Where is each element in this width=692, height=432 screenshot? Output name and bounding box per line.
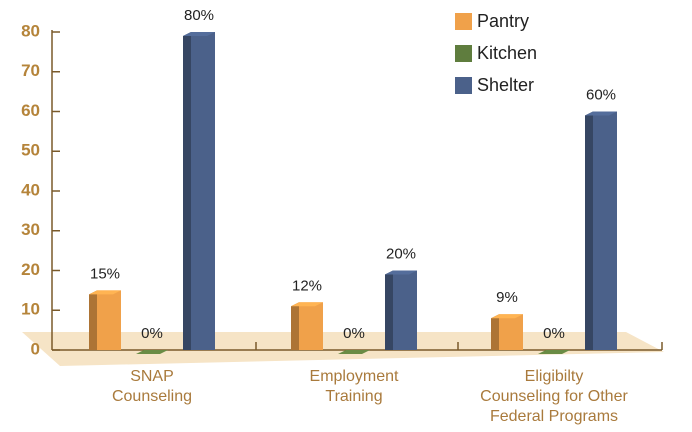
y-tick-label: 20 bbox=[21, 260, 40, 279]
legend-label: Kitchen bbox=[477, 43, 537, 63]
y-tick-label: 50 bbox=[21, 141, 40, 160]
value-label: 0% bbox=[343, 325, 365, 342]
bar-front bbox=[299, 302, 323, 350]
bar-side bbox=[89, 290, 97, 350]
y-tick-label: 10 bbox=[21, 300, 40, 319]
bar-top bbox=[291, 302, 323, 307]
legend-label: Pantry bbox=[477, 11, 529, 31]
bar-top bbox=[183, 32, 215, 36]
value-label: 20% bbox=[386, 245, 416, 262]
value-label: 15% bbox=[90, 265, 120, 282]
value-label: 12% bbox=[292, 277, 322, 294]
value-label: 0% bbox=[543, 325, 565, 342]
value-label: 80% bbox=[184, 7, 214, 24]
legend-swatch bbox=[455, 77, 472, 94]
y-tick-label: 30 bbox=[21, 220, 40, 239]
y-tick-label: 60 bbox=[21, 101, 40, 120]
bar-front bbox=[499, 314, 523, 350]
value-label: 0% bbox=[141, 325, 163, 342]
legend-label: Shelter bbox=[477, 75, 534, 95]
bar-side bbox=[491, 314, 499, 350]
bar-top bbox=[89, 290, 121, 295]
bar-front bbox=[191, 32, 215, 350]
y-tick-label: 70 bbox=[21, 61, 40, 80]
legend-swatch bbox=[455, 13, 472, 30]
bar-side bbox=[291, 302, 299, 350]
x-tick-label: Eligibilty Counseling for Other Federal Pr… bbox=[480, 368, 628, 425]
y-tick-label: 80 bbox=[21, 21, 40, 40]
bar-top bbox=[338, 350, 370, 354]
bar-side bbox=[385, 270, 393, 350]
bar-front bbox=[393, 270, 417, 350]
bar-top bbox=[585, 111, 617, 116]
bar-front bbox=[593, 111, 617, 350]
bar-top bbox=[136, 350, 168, 354]
bar-side bbox=[183, 32, 191, 350]
x-tick-label: Employment Training bbox=[310, 368, 399, 405]
bar-top bbox=[385, 270, 417, 275]
bar-top bbox=[538, 350, 570, 354]
value-label: 9% bbox=[496, 289, 518, 306]
value-label: 60% bbox=[586, 86, 616, 103]
bar-top bbox=[491, 314, 523, 319]
y-tick-label: 0 bbox=[31, 339, 40, 358]
bar-side bbox=[585, 111, 593, 350]
x-tick-label: SNAP Counseling bbox=[112, 368, 192, 405]
bar-front bbox=[97, 290, 121, 350]
y-tick-label: 40 bbox=[21, 180, 40, 199]
legend-swatch bbox=[455, 45, 472, 62]
